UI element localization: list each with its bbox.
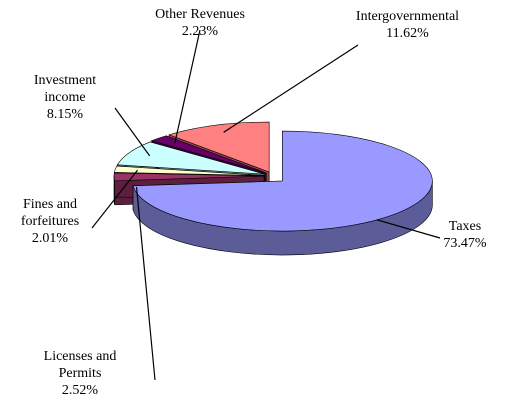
percent-label: 73.47%	[443, 236, 487, 251]
category-label: Investment income	[33, 73, 97, 105]
data-label: Fines and forfeitures 2.01%	[5, 196, 95, 247]
percent-label: 8.15%	[46, 107, 84, 122]
leader-line	[135, 186, 156, 381]
category-label: Taxes	[448, 219, 482, 234]
leader-line	[114, 107, 151, 157]
data-label: Taxes 73.47%	[430, 218, 500, 252]
category-label: Fines and forfeitures	[20, 197, 80, 229]
data-label: Licenses and Permits 2.52%	[25, 348, 135, 399]
leader-line	[223, 44, 359, 133]
percent-label: 2.01%	[31, 231, 69, 246]
slice	[113, 165, 265, 176]
percent-label: 2.52%	[61, 383, 99, 398]
data-label: Other Revenues 2.23%	[140, 6, 260, 40]
percent-label: 11.62%	[386, 26, 429, 41]
slice	[113, 172, 265, 182]
slice	[116, 141, 265, 175]
slice	[132, 130, 433, 232]
data-label: Investment income 8.15%	[20, 72, 110, 123]
slice	[168, 121, 270, 173]
category-label: Intergovernmental	[355, 9, 460, 24]
leader-line	[91, 169, 139, 229]
leader-line	[174, 29, 201, 144]
percent-label: 2.23%	[181, 24, 219, 39]
slice	[150, 135, 267, 174]
category-label: Other Revenues	[155, 7, 245, 22]
category-label: Licenses and Permits	[43, 349, 117, 381]
data-label: Intergovernmental 11.62%	[355, 8, 460, 42]
leader-line	[376, 219, 441, 239]
